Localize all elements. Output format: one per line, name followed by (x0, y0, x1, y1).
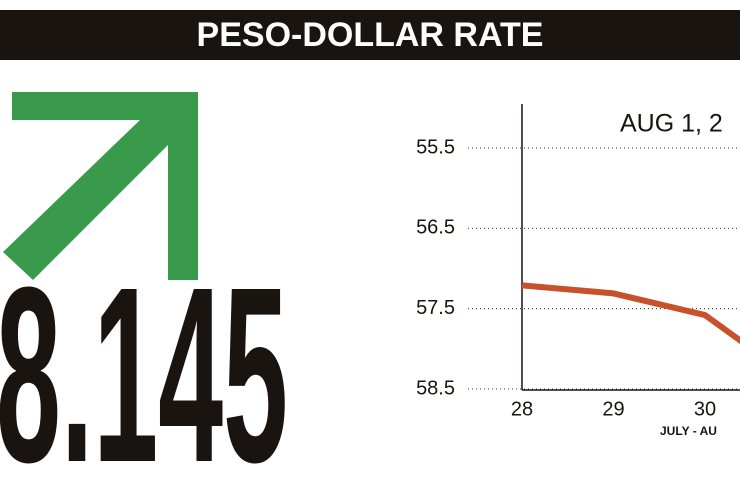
x-tick-label: 29 (602, 398, 624, 420)
y-tick-label: 56.5 (416, 217, 455, 239)
x-axis-label: JULY - AU (660, 424, 717, 438)
title-bar (0, 10, 740, 60)
annotation: AUG 1, 2 (620, 110, 723, 138)
y-tick-label: 58.5 (416, 377, 455, 399)
chart-title: PESO-DOLLAR RATE (197, 16, 544, 54)
headline-value: 8.145 (0, 235, 288, 495)
x-tick-label: 30 (694, 398, 716, 420)
y-tick-label: 55.5 (416, 136, 455, 158)
x-tick-label: 28 (511, 398, 533, 420)
up-arrow (3, 92, 198, 280)
y-tick-label: 57.5 (416, 297, 455, 319)
data-line (521, 282, 740, 344)
